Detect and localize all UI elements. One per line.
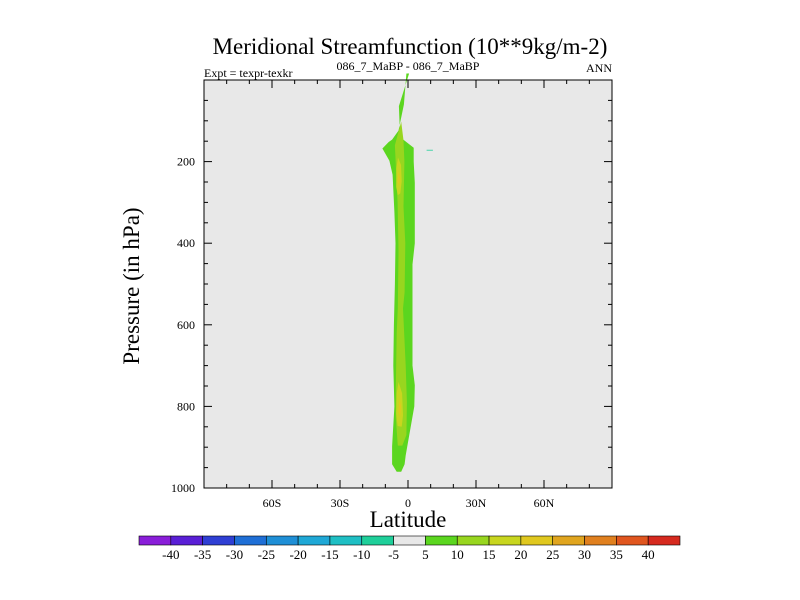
contour-region-band-20-25-upper [397, 170, 401, 187]
colorbar-swatch [202, 535, 235, 546]
x-tick-label: 60S [263, 496, 282, 510]
colorbar-label: 30 [578, 547, 591, 562]
y-axis-label: Pressure (in hPa) [119, 207, 144, 364]
axis-ticks: 60S 30S 0 30N 60N 200 400 600 800 1000 [171, 80, 613, 510]
y-tick-label: 400 [177, 236, 195, 250]
colorbar-swatch [584, 535, 617, 546]
contour-fill-layer [382, 73, 433, 472]
x-tick-label: 60N [534, 496, 555, 510]
colorbar-swatch [520, 535, 554, 546]
x-axis-label: Latitude [370, 507, 447, 532]
colorbar-label: -40 [162, 547, 179, 562]
contour-region-isolated-cell [426, 149, 433, 151]
x-tick-label: 30S [331, 496, 350, 510]
colorbar-swatch [488, 535, 522, 546]
colorbar-label: 10 [451, 547, 464, 562]
colorbar-label: 15 [483, 547, 496, 562]
colorbar-swatch [170, 535, 203, 546]
y-tick-label: 800 [177, 399, 195, 413]
colorbar-label: 35 [610, 547, 623, 562]
colorbar-swatch [393, 535, 426, 546]
contour-region-band-10-15 [394, 121, 407, 446]
colorbar-swatch [234, 535, 267, 546]
colorbar-label: 5 [422, 547, 429, 562]
y-tick-label: 1000 [171, 481, 195, 495]
y-tick-label: 200 [177, 155, 195, 169]
chart-subtitle-left: Expt = texpr-texkr [204, 66, 293, 80]
chart-subtitle-center: 086_7_MaBP - 086_7_MaBP [337, 59, 480, 73]
colorbar-label: -15 [321, 547, 338, 562]
colorbar-label: 25 [546, 547, 559, 562]
colorbar-label: -5 [388, 547, 399, 562]
colorbar-label: -30 [226, 547, 243, 562]
colorbar-label: -25 [258, 547, 275, 562]
colorbar-swatch [138, 535, 172, 546]
colorbar-swatch [297, 535, 331, 546]
colorbar-swatch [616, 535, 649, 546]
colorbar-label: -20 [289, 547, 306, 562]
colorbar-swatch [456, 535, 490, 546]
colorbar-label: 20 [514, 547, 527, 562]
colorbar-swatch [265, 535, 299, 546]
colorbar-swatch [425, 535, 458, 546]
y-tick-label: 600 [177, 318, 195, 332]
chart-subtitle-right: ANN [586, 61, 612, 75]
colorbar-swatch [647, 535, 681, 546]
contour-region-band-20-25-lower [398, 398, 401, 417]
colorbar-swatch [329, 535, 363, 546]
chart-title: Meridional Streamfunction (10**9kg/m-2) [213, 34, 608, 59]
colorbar-label: -10 [353, 547, 370, 562]
colorbar-swatch [361, 535, 394, 546]
x-tick-label: 0 [405, 496, 411, 510]
x-tick-label: 30N [466, 496, 487, 510]
colorbar: -40 -35 -30 -25 -20 -15 -10 -5 5 10 15 20 25 30 35 40 [138, 535, 681, 562]
colorbar-swatch [552, 535, 585, 546]
colorbar-label: 40 [642, 547, 655, 562]
colorbar-label: -35 [194, 547, 211, 562]
